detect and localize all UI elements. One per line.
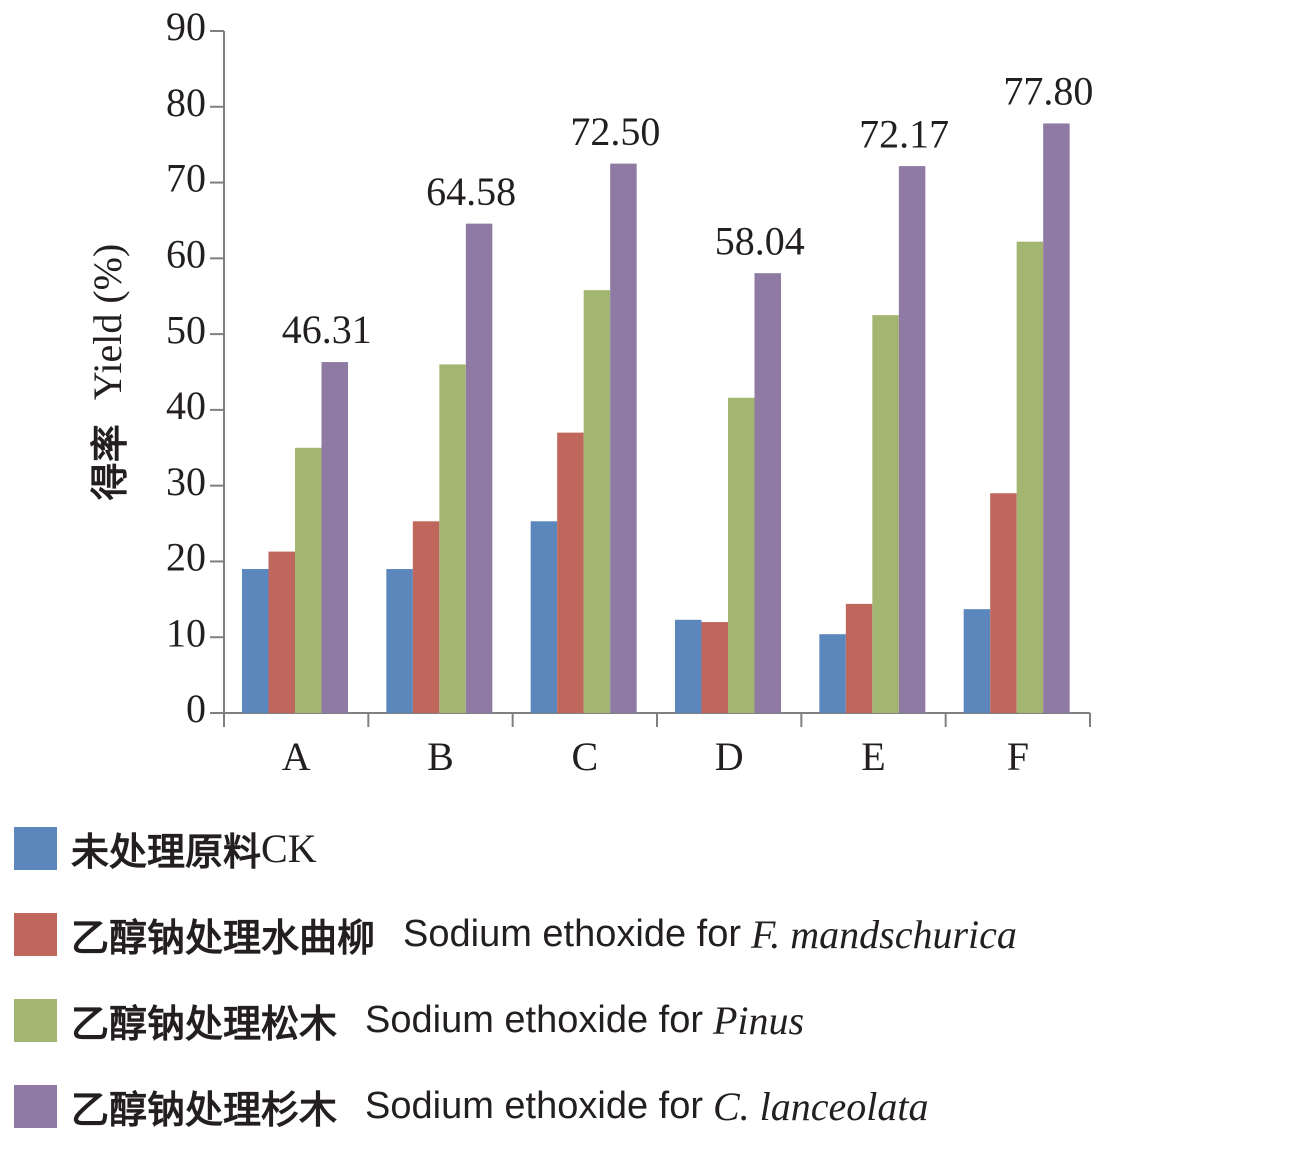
y-axis-title-en: Yield (%) (85, 244, 130, 401)
y-tick-label: 90 (166, 4, 206, 49)
legend-label-en: Sodium ethoxide for (365, 998, 703, 1041)
legend-item-pinus: 乙醇钠处理松木 Sodium ethoxide for Pinus (14, 996, 805, 1046)
data-labels: 46.31 64.58 72.50 58.04 72.17 77.80 (282, 69, 1094, 353)
legend-item-ck: 未处理原料 CK (14, 824, 317, 874)
bar (268, 551, 295, 713)
bar (530, 521, 558, 713)
bars (242, 123, 1070, 714)
bar (819, 634, 846, 713)
legend-item-f-mandschurica: 乙醇钠处理水曲柳 Sodium ethoxide for F. mandschu… (14, 910, 1017, 960)
x-tick-label: A (282, 734, 311, 779)
bar (963, 609, 991, 713)
bar (465, 223, 493, 713)
legend-swatch-c-lanceolata (14, 1084, 57, 1128)
data-label: 46.31 (282, 307, 372, 352)
legend-swatch-pinus (14, 998, 57, 1042)
legend-label-en: Sodium ethoxide for (365, 1084, 703, 1127)
y-axis-title: 得率 Yield (%) (85, 244, 131, 501)
bar (1043, 123, 1070, 713)
legend-label-species: Pinus (713, 997, 805, 1043)
y-tick-label: 70 (166, 156, 206, 201)
legend-label-cn: 乙醇钠处理水曲柳 (71, 915, 376, 960)
svg-text:得率 Yield (%): 得率 Yield (%) (85, 244, 131, 501)
legend-label-en: Sodium ethoxide for (403, 912, 741, 955)
y-tick-label: 0 (186, 686, 206, 731)
bar (1016, 241, 1044, 713)
bar (898, 166, 926, 714)
x-tick-label: F (1007, 734, 1029, 779)
bar (557, 432, 584, 713)
bar (701, 622, 728, 713)
legend-label-species: C. lanceolata (713, 1083, 929, 1129)
legend-label-ck: CK (261, 825, 317, 871)
legend-swatch-ck (14, 826, 57, 870)
bar-chart: 0 10 20 30 40 50 60 70 80 90 A B C D E F 46.31 64.58 72.… (85, 4, 1094, 779)
legend-swatch-f-mandschurica (14, 912, 57, 956)
y-axis: 0 10 20 30 40 50 60 70 80 90 (166, 4, 225, 731)
bar (990, 493, 1017, 713)
y-tick-label: 50 (166, 307, 206, 352)
x-tick-label: E (861, 734, 885, 779)
y-tick-label: 30 (166, 459, 206, 504)
bar (845, 603, 873, 713)
bar (872, 315, 899, 713)
bar (242, 569, 269, 713)
y-tick-label: 60 (166, 232, 206, 277)
legend-label-cn: 未处理原料 (71, 829, 262, 874)
data-label: 64.58 (426, 169, 516, 214)
y-tick-label: 10 (166, 610, 206, 655)
legend-label-cn: 乙醇钠处理杉木 (71, 1087, 338, 1132)
bar (728, 397, 755, 713)
x-tick-label: C (571, 734, 598, 779)
bar (583, 290, 611, 713)
bar (321, 362, 348, 713)
bar (610, 163, 637, 714)
y-tick-label: 20 (166, 535, 206, 580)
x-axis: A B C D E F (223, 712, 1091, 779)
x-tick-label: D (715, 734, 744, 779)
y-tick-label: 40 (166, 383, 206, 428)
legend-item-c-lanceolata: 乙醇钠处理杉木 Sodium ethoxide for C. lanceolat… (14, 1082, 929, 1132)
legend-label-species: F. mandschurica (751, 911, 1017, 957)
bar (675, 619, 702, 713)
bar (412, 521, 440, 713)
data-label: 72.17 (859, 111, 949, 156)
y-axis-title-cn: 得率 (88, 424, 132, 500)
bar (439, 364, 466, 713)
x-tick-label: B (427, 734, 454, 779)
bar (386, 569, 413, 713)
data-label: 58.04 (715, 218, 805, 263)
bar (295, 447, 322, 713)
y-tick-label: 80 (166, 80, 206, 125)
data-label: 77.80 (1003, 69, 1093, 114)
bar (754, 273, 781, 713)
legend-label-cn: 乙醇钠处理松木 (71, 1001, 338, 1046)
data-label: 72.50 (570, 109, 660, 154)
